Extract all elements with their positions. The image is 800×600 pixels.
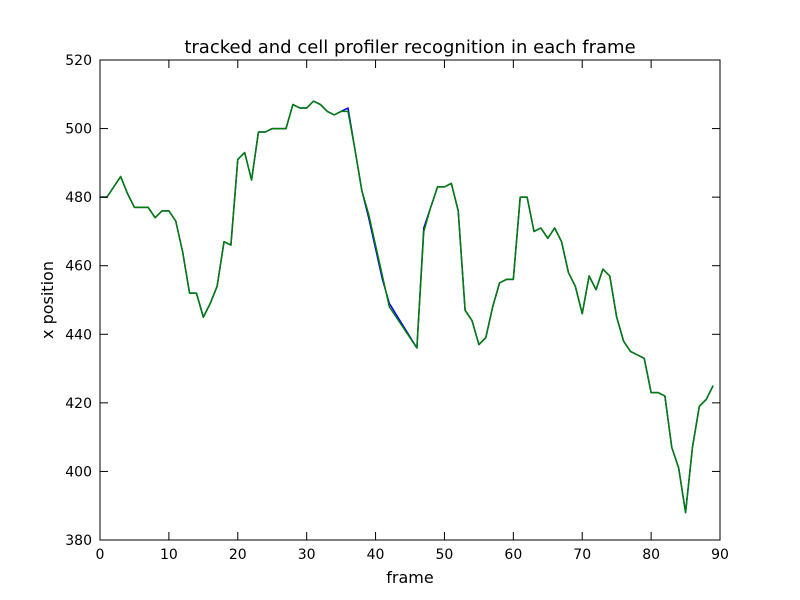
y-tick-label: 480 (65, 190, 92, 206)
y-axis-label: x position (38, 261, 57, 339)
y-tick-label: 500 (65, 122, 92, 138)
x-tick-label: 0 (96, 547, 105, 563)
x-tick-label: 70 (573, 547, 591, 563)
x-tick-label: 10 (160, 547, 178, 563)
x-axis-label: frame (386, 568, 433, 587)
x-tick-label: 50 (436, 547, 454, 563)
ticks-layer: 0 10 20 30 40 50 60 70 80 90 380 400 420 440 460 480 500… (65, 53, 729, 563)
plot-frame (99, 59, 721, 541)
y-tick-label: 460 (65, 259, 92, 275)
x-tick-label: 40 (367, 547, 385, 563)
x-tick-label: 80 (642, 547, 660, 563)
y-tick-label: 400 (65, 464, 92, 480)
chart-title: tracked and cell profiler recognition in… (184, 37, 635, 58)
series-line-2 (100, 100, 714, 514)
x-tick-label: 60 (504, 547, 522, 563)
y-tick-label: 440 (65, 327, 92, 343)
y-tick-label: 420 (65, 396, 92, 412)
x-tick-label: 30 (298, 547, 316, 563)
series-layer (100, 100, 714, 514)
x-tick-label: 20 (229, 547, 247, 563)
y-tick-label: 520 (65, 53, 92, 69)
x-tick-label: 90 (711, 547, 729, 563)
y-tick-label: 380 (65, 533, 92, 549)
